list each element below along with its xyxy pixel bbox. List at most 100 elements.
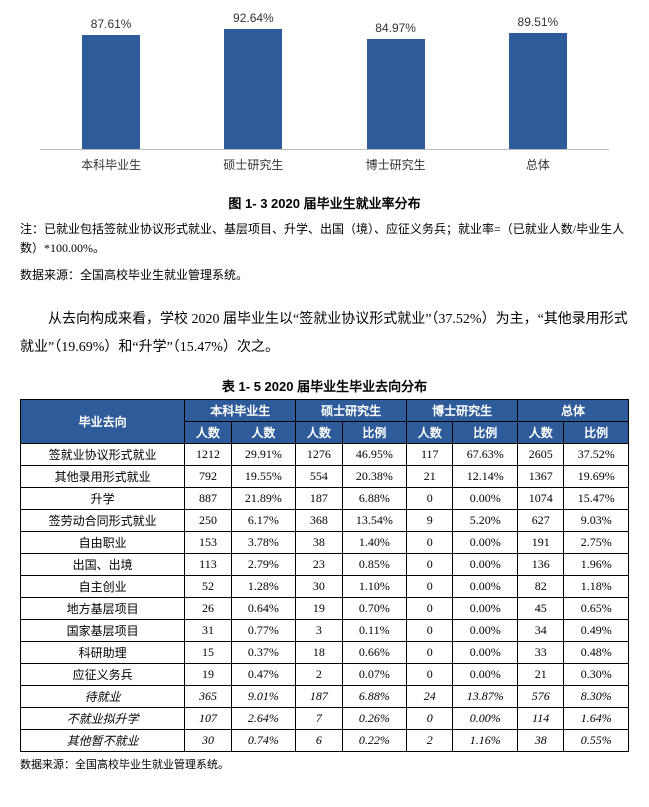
figure-note-2: 数据来源：全国高校毕业生就业管理系统。	[20, 266, 629, 285]
cell: 18	[296, 641, 342, 663]
cell: 0.07%	[342, 663, 407, 685]
cell: 2	[407, 729, 453, 751]
col-subheader: 比例	[564, 421, 629, 443]
cell: 0.74%	[231, 729, 296, 751]
employment-rate-chart: 87.61%92.64%84.97%89.51% 本科毕业生硕士研究生博士研究生…	[40, 10, 609, 175]
cell: 21	[518, 663, 564, 685]
table-row: 其他暂不就业300.74%60.22%21.16%380.55%	[21, 729, 629, 751]
col-subheader: 人数	[185, 421, 231, 443]
cell: 576	[518, 685, 564, 707]
cell: 0.00%	[453, 619, 518, 641]
bar-group: 84.97%	[346, 21, 446, 149]
cell: 38	[518, 729, 564, 751]
cell: 0	[407, 619, 453, 641]
table-row: 签就业协议形式就业121229.91%127646.95%11767.63%26…	[21, 443, 629, 465]
table-row: 出国、出境1132.79%230.85%00.00%1361.96%	[21, 553, 629, 575]
cell: 0	[407, 641, 453, 663]
cell: 1367	[518, 465, 564, 487]
row-header: 应征义务兵	[21, 663, 185, 685]
cell: 30	[296, 575, 342, 597]
cell: 21.89%	[231, 487, 296, 509]
cell: 153	[185, 531, 231, 553]
cell: 9.01%	[231, 685, 296, 707]
row-header: 待就业	[21, 685, 185, 707]
cell: 113	[185, 553, 231, 575]
cell: 19	[185, 663, 231, 685]
cell: 34	[518, 619, 564, 641]
cell: 136	[518, 553, 564, 575]
cell: 52	[185, 575, 231, 597]
cell: 19.69%	[564, 465, 629, 487]
cell: 114	[518, 707, 564, 729]
cell: 0	[407, 531, 453, 553]
table-row: 签劳动合同形式就业2506.17%36813.54%95.20%6279.03%	[21, 509, 629, 531]
table-row: 科研助理150.37%180.66%00.00%330.48%	[21, 641, 629, 663]
cell: 0	[407, 663, 453, 685]
cell: 117	[407, 443, 453, 465]
table-row: 自主创业521.28%301.10%00.00%821.18%	[21, 575, 629, 597]
cell: 12.14%	[453, 465, 518, 487]
cell: 31	[185, 619, 231, 641]
cell: 2605	[518, 443, 564, 465]
cell: 1074	[518, 487, 564, 509]
cell: 13.87%	[453, 685, 518, 707]
row-header: 自由职业	[21, 531, 185, 553]
row-header: 签就业协议形式就业	[21, 443, 185, 465]
cell: 1.96%	[564, 553, 629, 575]
figure-title: 图 1- 3 2020 届毕业生就业率分布	[20, 193, 629, 212]
cell: 37.52%	[564, 443, 629, 465]
cell: 6.88%	[342, 685, 407, 707]
cell: 0.00%	[453, 663, 518, 685]
cell: 0.00%	[453, 487, 518, 509]
table-row: 其他录用形式就业79219.55%55420.38%2112.14%136719…	[21, 465, 629, 487]
cell: 0	[407, 597, 453, 619]
row-header: 其他录用形式就业	[21, 465, 185, 487]
cell: 15	[185, 641, 231, 663]
cell: 0	[407, 553, 453, 575]
cell: 887	[185, 487, 231, 509]
bar	[82, 35, 140, 149]
row-header: 签劳动合同形式就业	[21, 509, 185, 531]
col-subheader: 人数	[296, 421, 342, 443]
cell: 6.17%	[231, 509, 296, 531]
cell: 2.75%	[564, 531, 629, 553]
cell: 1.10%	[342, 575, 407, 597]
row-header: 科研助理	[21, 641, 185, 663]
table-row: 国家基层项目310.77%30.11%00.00%340.49%	[21, 619, 629, 641]
table-row: 升学88721.89%1876.88%00.00%107415.47%	[21, 487, 629, 509]
cell: 19	[296, 597, 342, 619]
cell: 5.20%	[453, 509, 518, 531]
cell: 38	[296, 531, 342, 553]
cell: 20.38%	[342, 465, 407, 487]
cell: 627	[518, 509, 564, 531]
x-axis-label: 硕士研究生	[203, 156, 303, 173]
cell: 7	[296, 707, 342, 729]
col-subheader: 人数	[407, 421, 453, 443]
cell: 0.77%	[231, 619, 296, 641]
x-axis-label: 本科毕业生	[61, 156, 161, 173]
cell: 19.55%	[231, 465, 296, 487]
cell: 0.30%	[564, 663, 629, 685]
cell: 15.47%	[564, 487, 629, 509]
cell: 0.85%	[342, 553, 407, 575]
cell: 23	[296, 553, 342, 575]
bar	[224, 29, 282, 149]
x-axis-label: 总体	[488, 156, 588, 173]
bar	[509, 33, 567, 149]
col-header: 毕业去向	[21, 399, 185, 443]
bar-group: 87.61%	[61, 17, 161, 149]
cell: 13.54%	[342, 509, 407, 531]
col-subheader: 人数	[231, 421, 296, 443]
cell: 792	[185, 465, 231, 487]
cell: 1.64%	[564, 707, 629, 729]
cell: 29.91%	[231, 443, 296, 465]
figure-note-1: 注：已就业包括签就业协议形式就业、基层项目、升学、出国（境）、应征义务兵；就业率…	[20, 220, 629, 258]
bar-value-label: 89.51%	[518, 15, 559, 29]
cell: 26	[185, 597, 231, 619]
cell: 3.78%	[231, 531, 296, 553]
bar-group: 92.64%	[203, 11, 303, 149]
cell: 45	[518, 597, 564, 619]
cell: 0.22%	[342, 729, 407, 751]
cell: 1.16%	[453, 729, 518, 751]
cell: 107	[185, 707, 231, 729]
